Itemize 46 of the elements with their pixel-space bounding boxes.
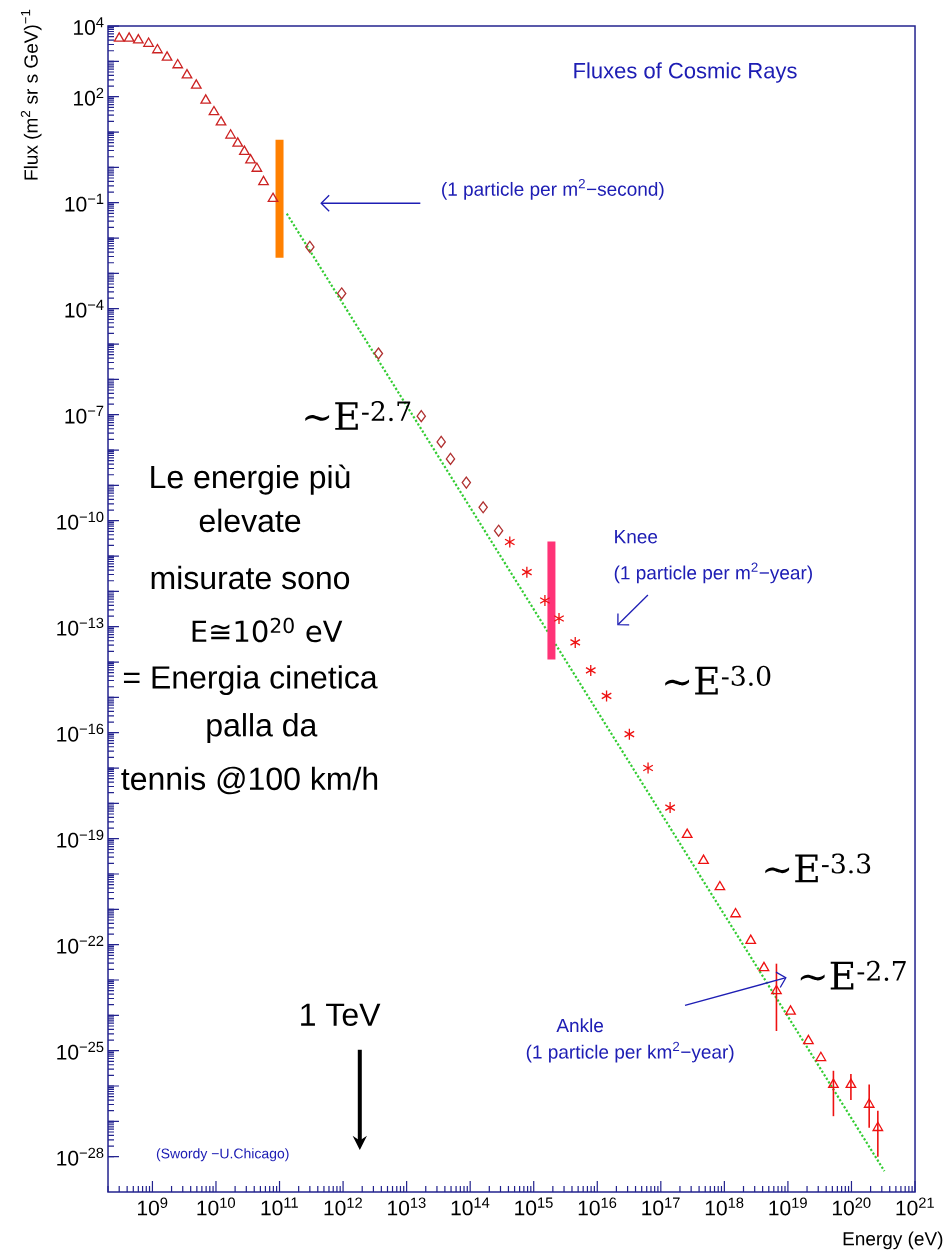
x-tick-label: 10$^{11}$ <box>261 1197 298 1216</box>
y-tick-label: 10$^{−7}$ <box>65 405 104 424</box>
annotation: tennis @100 km/h <box>121 766 378 795</box>
annotation: (1 particle per km$^{2}$−year) <box>526 1041 734 1063</box>
annotation: elevate <box>199 508 301 533</box>
annotation: (Swordy −U.Chicago) <box>156 1148 289 1162</box>
y-axis-title: Flux (m$^{2}$ sr s GeV)$^{−1}$ <box>20 9 42 180</box>
annotation: ∼E$^{-2.7}$ <box>800 960 906 990</box>
annotation: ∼E$^{-2.7}$ <box>305 401 411 430</box>
x-tick-label: 10$^{17}$ <box>642 1197 680 1216</box>
y-tick-label: 10$^{−10}$ <box>57 511 104 530</box>
x-tick-label: 10$^{10}$ <box>197 1197 236 1216</box>
x-tick-label: 10$^{14}$ <box>451 1197 490 1216</box>
annotation: Le energie più <box>151 464 350 495</box>
y-tick-label: 10$^{−19}$ <box>57 829 104 848</box>
text: Fluxes of Cosmic Rays <box>574 62 797 83</box>
annotation: misurate sono <box>151 565 350 590</box>
y-tick-label: 10$^{−28}$ <box>57 1147 104 1166</box>
x-tick-label: 10$^{16}$ <box>578 1197 617 1216</box>
x-tick-label: 10$^{21}$ <box>896 1197 934 1216</box>
y-tick-label: 10$^{−22}$ <box>57 935 104 954</box>
annotation: 1 TeV <box>301 1003 381 1026</box>
annotation: Ankle <box>556 1018 604 1033</box>
annotation: (1 particle per m$^{2}$−second) <box>442 178 664 200</box>
annotation: Knee <box>615 530 658 544</box>
x-tick-label: 10$^{18}$ <box>705 1197 744 1216</box>
x-axis-title: Energy (eV) <box>843 1231 943 1250</box>
y-tick-label: 10$^{4}$ <box>74 17 104 35</box>
annotation: ∼E$^{-3.3}$ <box>765 853 871 883</box>
y-tick-label: 10$^{−1}$ <box>65 193 104 212</box>
annotation: (1 particle per m$^{2}$−year) <box>614 562 812 584</box>
annotation: = Energia cinetica <box>123 665 378 696</box>
x-tick-label: 10$^{12}$ <box>324 1197 362 1216</box>
x-tick-label: 10$^{19}$ <box>769 1197 807 1216</box>
y-tick-label: 10$^{−13}$ <box>57 617 104 636</box>
x-tick-label: 10$^{20}$ <box>832 1197 871 1216</box>
y-tick-label: 10$^{−25}$ <box>57 1041 104 1060</box>
annotation: E≅10$^{20}$ eV <box>192 617 343 643</box>
y-tick-label: 10$^{−16}$ <box>57 723 104 742</box>
annotation: palla da <box>207 713 318 743</box>
x-tick-label: 10$^{13}$ <box>388 1197 426 1216</box>
y-tick-label: 10$^{2}$ <box>74 87 104 106</box>
y-tick-label: 10$^{−4}$ <box>65 299 104 318</box>
x-tick-label: 10$^{15}$ <box>515 1197 553 1216</box>
x-tick-label: 10$^{9}$ <box>138 1197 168 1216</box>
annotation: ∼E$^{-3.0}$ <box>665 665 771 695</box>
